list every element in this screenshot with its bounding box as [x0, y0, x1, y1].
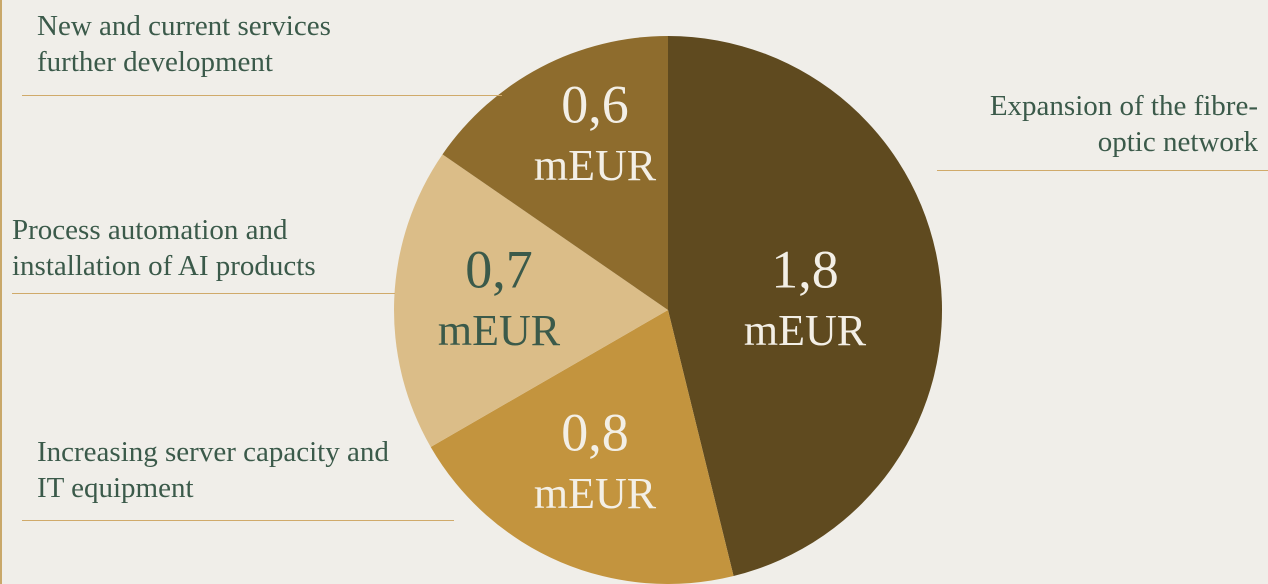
- label-rule: [937, 170, 1268, 171]
- pie-slice: [668, 36, 943, 577]
- pie-slice: [430, 310, 734, 584]
- value-unit: mEUR: [534, 469, 657, 518]
- value-label: 0,7: [465, 239, 533, 299]
- label-rule: [22, 95, 502, 96]
- value-unit: mEUR: [438, 306, 561, 355]
- category-label: New and current services further develop…: [37, 10, 331, 78]
- value-unit: mEUR: [534, 141, 657, 190]
- value-label: 1,8: [771, 239, 839, 299]
- label-rule: [12, 293, 395, 294]
- category-label: Process automation and installation of A…: [12, 214, 316, 282]
- pie-slice: [394, 154, 668, 447]
- category-label: Increasing server capacity and IT equipm…: [37, 436, 389, 504]
- value-unit: mEUR: [744, 306, 867, 355]
- value-label: 0,8: [561, 402, 629, 462]
- pie-slice: [442, 36, 668, 310]
- value-label: 0,6: [561, 74, 629, 134]
- label-rule: [22, 520, 454, 521]
- category-label: Expansion of the fibre-optic network: [989, 90, 1258, 158]
